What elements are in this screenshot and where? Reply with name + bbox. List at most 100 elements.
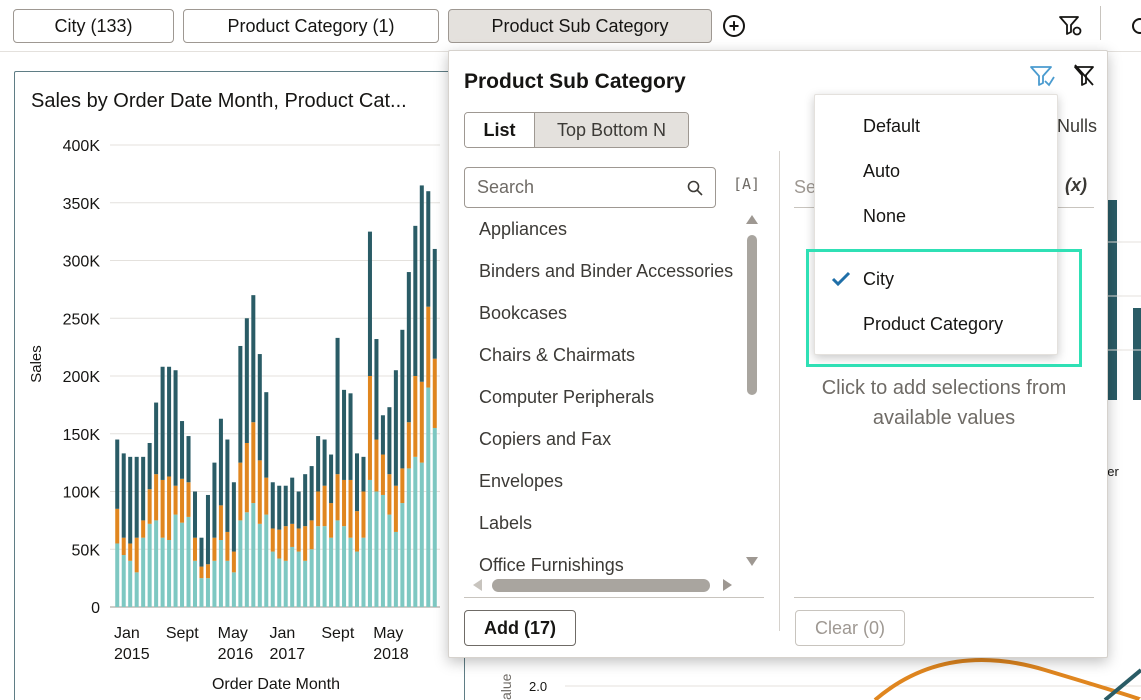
- bar-segment: [205, 494, 210, 565]
- bar-segment: [115, 543, 120, 607]
- menu-item-product-category[interactable]: Product Category: [863, 314, 1004, 334]
- bar-segment: [264, 392, 269, 478]
- filter-pill-product-sub-category[interactable]: Product Sub Category: [448, 9, 712, 43]
- bar-segment: [225, 531, 230, 561]
- background-y-tick: 2.0: [529, 679, 547, 694]
- list-item[interactable]: Envelopes: [479, 470, 564, 491]
- bar-segment: [393, 531, 398, 607]
- gear-icon[interactable]: [1128, 14, 1141, 38]
- bar-segment: [251, 422, 256, 504]
- bar-segment: [167, 476, 172, 541]
- selections-search-input[interactable]: Se: [794, 177, 817, 197]
- tab-list[interactable]: List: [465, 113, 535, 147]
- vertical-scrollbar-thumb[interactable]: [747, 235, 757, 395]
- bar-segment: [212, 537, 217, 561]
- toolbar-divider: [1100, 6, 1101, 40]
- list-item[interactable]: Copiers and Fax: [479, 428, 612, 449]
- bar-segment: [335, 520, 340, 607]
- bar-segment: [173, 370, 178, 486]
- bar-segment: [367, 479, 372, 607]
- bar-segment: [257, 354, 262, 461]
- bar-segment: [342, 526, 347, 607]
- clear-button[interactable]: Clear (0): [795, 610, 905, 646]
- bar-segment: [316, 526, 321, 607]
- bar-segment: [251, 503, 256, 607]
- nulls-option[interactable]: Nulls: [1057, 116, 1098, 136]
- bar-segment: [342, 479, 347, 527]
- case-sensitive-icon[interactable]: [A]: [733, 175, 761, 193]
- variable-button[interactable]: (x): [1065, 175, 1087, 195]
- bar-segment: [348, 393, 353, 480]
- limit-values-menu: Default Auto None City Product Category: [814, 94, 1058, 355]
- bar-segment: [426, 387, 431, 607]
- scroll-down-arrow-icon[interactable]: [746, 557, 758, 566]
- horizontal-scrollbar-thumb[interactable]: [492, 579, 710, 592]
- menu-item-auto[interactable]: Auto: [863, 161, 901, 181]
- bar-segment: [354, 453, 360, 512]
- bar-segment: [238, 520, 243, 607]
- search-placeholder: Search: [477, 177, 535, 197]
- filter-settings-icon[interactable]: [1058, 14, 1084, 38]
- bar-segment: [205, 578, 210, 607]
- add-button[interactable]: Add (17): [464, 610, 576, 646]
- list-item[interactable]: Chairs & Chairmats: [479, 344, 636, 365]
- bar-segment: [225, 439, 230, 532]
- bar-segment: [283, 485, 288, 527]
- bar-segment: [154, 474, 159, 521]
- bar-segment: [192, 491, 198, 538]
- bar-segment: [387, 407, 392, 475]
- tab-top-bottom-n[interactable]: Top Bottom N: [535, 113, 688, 147]
- bar-segment: [134, 537, 139, 573]
- bar-segment: [218, 540, 223, 607]
- list-item[interactable]: Appliances: [479, 218, 568, 239]
- bar-segment: [322, 439, 327, 486]
- bar-segment: [199, 578, 204, 607]
- list-item[interactable]: Binders and Binder Accessories: [479, 260, 734, 281]
- menu-item-city[interactable]: City: [863, 269, 894, 289]
- bar-segment: [244, 512, 249, 607]
- bar-segment: [322, 485, 327, 527]
- menu-item-none[interactable]: None: [863, 206, 907, 226]
- bar-segment: [167, 366, 172, 477]
- sales-stacked-bar-chart[interactable]: 0 50K 100K 150K 200K 250K 300K 350K 400K Sales Jan…: [14, 71, 465, 700]
- search-input[interactable]: Search: [464, 167, 716, 208]
- background-line-chart-fragment: alue 2.0: [498, 658, 1141, 700]
- add-filter-button[interactable]: +: [723, 15, 745, 37]
- bar-segment: [426, 191, 431, 307]
- bar-segment: [128, 456, 133, 544]
- bar-segment: [342, 389, 347, 480]
- bar-segment: [186, 482, 191, 517]
- list-item[interactable]: Labels: [479, 512, 533, 533]
- list-item[interactable]: Bookcases: [479, 302, 568, 323]
- bar-segment: [121, 537, 126, 556]
- bar-segment: [238, 345, 243, 463]
- bar-segment: [160, 479, 165, 538]
- scroll-right-arrow-icon[interactable]: [723, 579, 732, 591]
- menu-item-default[interactable]: Default: [863, 116, 921, 136]
- filter-bar: City (133) Product Category (1) Product …: [0, 0, 1141, 52]
- filter-pill-product-category[interactable]: Product Category (1): [183, 9, 439, 43]
- bar-segment: [316, 491, 321, 527]
- scroll-up-arrow-icon[interactable]: [746, 215, 758, 224]
- y-tick-label: 300K: [63, 254, 101, 271]
- filter-pill-city[interactable]: City (133): [13, 9, 174, 43]
- bar-segment: [192, 560, 198, 607]
- list-item[interactable]: Computer Peripherals: [479, 386, 655, 407]
- plus-icon: +: [728, 16, 740, 36]
- bar-segment: [244, 318, 249, 443]
- bar-segment: [277, 558, 282, 607]
- bar-segment: [205, 564, 210, 579]
- bar-segment: [348, 479, 353, 538]
- bar-segment: [264, 514, 269, 607]
- bar-segment: [296, 491, 301, 529]
- bar-segment: [128, 543, 133, 561]
- bar-segment: [134, 572, 139, 607]
- bar-segment: [218, 505, 223, 541]
- bar-segment: [290, 477, 295, 524]
- limit-values-icon[interactable]: [1029, 63, 1055, 89]
- bar-segment: [309, 549, 314, 607]
- scroll-left-arrow-icon[interactable]: [473, 579, 482, 591]
- list-item[interactable]: Office Furnishings: [479, 554, 624, 575]
- bar-segment: [186, 436, 191, 483]
- clear-filter-icon[interactable]: [1071, 63, 1097, 89]
